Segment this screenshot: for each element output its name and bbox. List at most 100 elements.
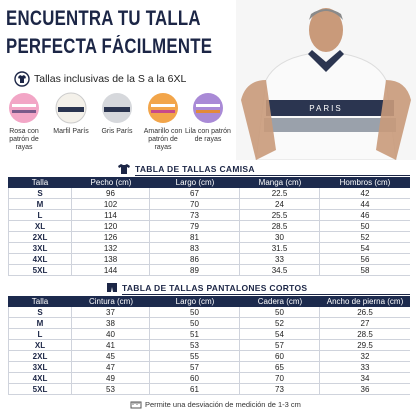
swatch-row xyxy=(9,92,223,124)
size-cell: 4XL xyxy=(8,254,72,265)
measure-cell: 70 xyxy=(150,199,240,210)
measure-cell: 60 xyxy=(240,351,320,362)
measure-cell: 79 xyxy=(150,221,240,232)
measure-cell: 29.5 xyxy=(320,340,410,351)
measure-cell: 58 xyxy=(320,265,410,276)
size-cell: 3XL xyxy=(8,362,72,373)
measure-cell: 25.5 xyxy=(240,210,320,221)
measure-cell: 52 xyxy=(320,232,410,243)
measure-cell: 57 xyxy=(150,362,240,373)
column-header: Hombros (cm) xyxy=(320,177,410,188)
size-cell: XL xyxy=(8,340,72,351)
measure-cell: 61 xyxy=(150,384,240,395)
size-cell: L xyxy=(8,329,72,340)
measure-cell: 54 xyxy=(320,243,410,254)
measure-cell: 132 xyxy=(72,243,150,254)
shirt-icon xyxy=(118,164,130,174)
measure-cell: 73 xyxy=(240,384,320,395)
measure-cell: 52 xyxy=(240,318,320,329)
measure-cell: 49 xyxy=(72,373,150,384)
swatch-label: Lila con patrón de rayas xyxy=(185,128,231,143)
measure-cell: 33 xyxy=(240,254,320,265)
title-line: ENCUENTRA TU TALLA xyxy=(6,7,201,30)
measure-icon xyxy=(130,401,142,409)
column-header: Cintura (cm) xyxy=(72,296,150,307)
swatch xyxy=(55,92,87,124)
column-header: Manga (cm) xyxy=(240,177,320,188)
measure-cell: 33 xyxy=(320,362,410,373)
measure-cell: 138 xyxy=(72,254,150,265)
size-cell: 4XL xyxy=(8,373,72,384)
measure-cell: 53 xyxy=(72,384,150,395)
footer-note: Permite una desviación de medición de 1-… xyxy=(145,400,301,409)
measure-cell: 22.5 xyxy=(240,188,320,199)
measure-cell: 54 xyxy=(240,329,320,340)
measure-cell: 96 xyxy=(72,188,150,199)
measure-cell: 31.5 xyxy=(240,243,320,254)
measure-cell: 28.5 xyxy=(320,329,410,340)
column-header: Cadera (cm) xyxy=(240,296,320,307)
size-cell: S xyxy=(8,188,72,199)
measure-cell: 81 xyxy=(150,232,240,243)
column-header: Largo (cm) xyxy=(150,296,240,307)
shorts-icon xyxy=(107,283,117,292)
table-title: TABLA DE TALLAS CAMISA xyxy=(135,163,410,176)
model-photo: PARIS xyxy=(236,0,416,160)
title-line: PERFECTA FÁCILMENTE xyxy=(6,35,213,58)
shirt-print: PARIS xyxy=(309,104,342,113)
measure-cell: 34 xyxy=(320,373,410,384)
size-cell: 5XL xyxy=(8,265,72,276)
measure-cell: 56 xyxy=(320,254,410,265)
measure-cell: 114 xyxy=(72,210,150,221)
measure-cell: 67 xyxy=(150,188,240,199)
measure-cell: 47 xyxy=(72,362,150,373)
swatch-label: Amarillo con patrón de rayas xyxy=(143,128,183,151)
measure-cell: 30 xyxy=(240,232,320,243)
swatch-label: Rosa con patrón de rayas xyxy=(9,128,39,151)
inclusive-icon xyxy=(14,71,30,87)
measure-cell: 65 xyxy=(240,362,320,373)
subtitle: Tallas inclusivas de la S a la 6XL xyxy=(34,73,187,85)
size-cell: 3XL xyxy=(8,243,72,254)
column-header: Talla xyxy=(8,296,72,307)
measure-cell: 55 xyxy=(150,351,240,362)
swatch-label: Marfil París xyxy=(53,128,89,135)
size-cell: 5XL xyxy=(8,384,72,395)
measure-cell: 34.5 xyxy=(240,265,320,276)
size-cell: 2XL xyxy=(8,232,72,243)
column-header: Talla xyxy=(8,177,72,188)
measure-cell: 51 xyxy=(150,329,240,340)
table-title: TABLA DE TALLAS PANTALONES CORTOS xyxy=(122,282,410,295)
measure-cell: 144 xyxy=(72,265,150,276)
measure-cell: 86 xyxy=(150,254,240,265)
measure-cell: 26.5 xyxy=(320,307,410,318)
measure-cell: 50 xyxy=(150,318,240,329)
measure-cell: 32 xyxy=(320,351,410,362)
measure-cell: 45 xyxy=(72,351,150,362)
column-header: Ancho de pierna (cm) xyxy=(320,296,410,307)
measure-cell: 70 xyxy=(240,373,320,384)
measure-cell: 53 xyxy=(150,340,240,351)
column-header: Pecho (cm) xyxy=(72,177,150,188)
measure-cell: 41 xyxy=(72,340,150,351)
swatch xyxy=(193,93,223,123)
size-cell: M xyxy=(8,318,72,329)
swatch-label: Gris París xyxy=(101,128,133,135)
measure-cell: 28.5 xyxy=(240,221,320,232)
size-cell: XL xyxy=(8,221,72,232)
measure-cell: 40 xyxy=(72,329,150,340)
swatch xyxy=(102,93,132,123)
size-cell: 2XL xyxy=(8,351,72,362)
measure-cell: 50 xyxy=(150,307,240,318)
swatch xyxy=(9,93,39,123)
measure-cell: 73 xyxy=(150,210,240,221)
measure-cell: 102 xyxy=(72,199,150,210)
size-cell: S xyxy=(8,307,72,318)
swatch xyxy=(148,93,178,123)
measure-cell: 89 xyxy=(150,265,240,276)
measure-cell: 126 xyxy=(72,232,150,243)
measure-cell: 24 xyxy=(240,199,320,210)
measure-cell: 60 xyxy=(150,373,240,384)
measure-cell: 50 xyxy=(320,221,410,232)
